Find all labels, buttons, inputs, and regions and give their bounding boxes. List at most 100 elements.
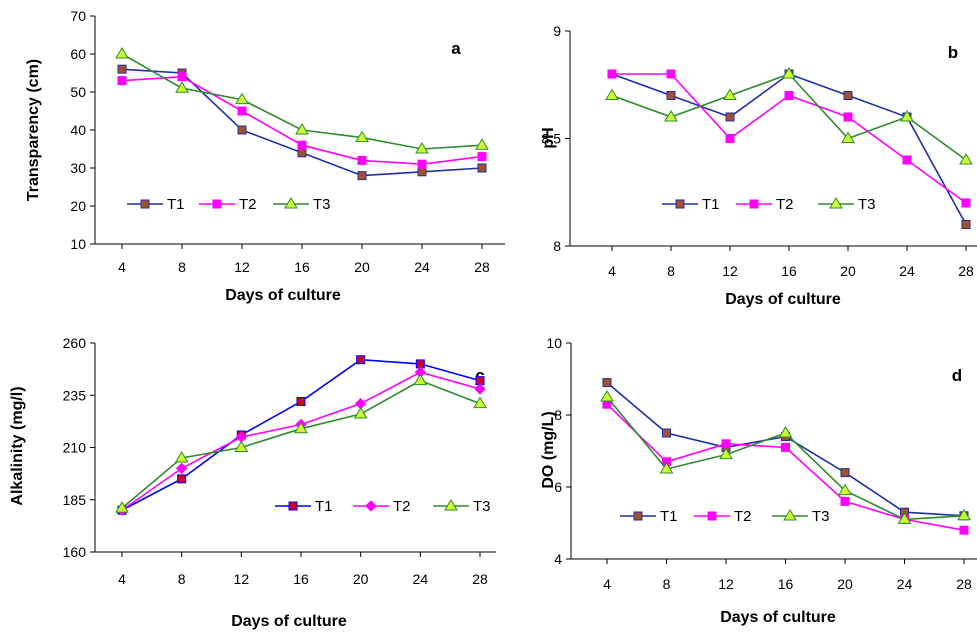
- legend-marker: [288, 501, 298, 511]
- legend-marker: [749, 199, 759, 209]
- data-point: [477, 163, 487, 173]
- data-point: [413, 373, 428, 386]
- panel-label: c: [475, 366, 484, 385]
- chart-panel-d: 4 6 8 10 4 8 12 16 20 24 28 Days of culture DO (mg/L…: [540, 335, 977, 626]
- data-point: [723, 88, 737, 100]
- x-tick-label: 28: [958, 263, 974, 279]
- data-point: [961, 198, 971, 208]
- legend-marker: [675, 199, 685, 209]
- legend-label: T2: [776, 196, 794, 213]
- x-tick-label: 24: [414, 259, 430, 275]
- series-t2: [116, 366, 486, 516]
- data-point: [781, 442, 790, 452]
- x-tick-label: 28: [474, 259, 490, 275]
- y-tick-label: 235: [63, 387, 87, 403]
- y-tick-label: 4: [554, 551, 562, 567]
- series-t2: [117, 72, 487, 169]
- y-tick-label: 20: [70, 198, 86, 214]
- data-point: [297, 148, 307, 158]
- data-point: [666, 69, 676, 79]
- panel-label: b: [948, 43, 958, 62]
- y-tick-label: 8.5: [542, 131, 562, 147]
- x-tick-label: 24: [897, 576, 913, 592]
- data-point: [959, 525, 969, 535]
- x-tick-label: 24: [413, 571, 429, 587]
- legend-item-t2: T2: [353, 498, 411, 515]
- x-tick-label: 16: [778, 576, 794, 592]
- legend-label: T2: [393, 498, 411, 515]
- x-tick-label: 20: [354, 259, 370, 275]
- data-point: [175, 462, 188, 475]
- data-point: [415, 142, 429, 154]
- legend-label: T3: [313, 196, 331, 213]
- y-tick-label: 185: [63, 492, 87, 508]
- legend-item-t3: T3: [818, 196, 876, 213]
- data-point: [840, 496, 850, 506]
- chart-panel-a: 10 20 30 40 50 60 70 4 8 12 16 20 24 28 Days of cultur…: [25, 8, 505, 304]
- data-point: [721, 439, 731, 449]
- data-point: [473, 396, 487, 409]
- legend-item-t3: T3: [433, 498, 491, 515]
- data-point: [843, 112, 853, 122]
- x-tick-label: 8: [667, 263, 675, 279]
- series-line: [121, 371, 481, 511]
- legend-marker: [783, 509, 797, 521]
- legend-item-t3: T3: [772, 508, 830, 525]
- x-tick-label: 20: [837, 576, 853, 592]
- series-t2: [607, 69, 971, 208]
- data-point: [782, 67, 796, 79]
- legend: T1 T2 T3: [275, 498, 491, 515]
- y-tick-label: 9: [553, 23, 561, 39]
- legend-label: T1: [660, 508, 678, 525]
- data-point: [664, 110, 678, 122]
- data-point: [841, 131, 855, 143]
- data-point: [843, 91, 853, 100]
- y-tick-label: 260: [63, 335, 87, 351]
- legend: T1 T2 T3: [620, 508, 830, 525]
- data-point: [659, 462, 674, 474]
- series-line: [611, 73, 967, 161]
- legend-item-t1: T1: [620, 508, 678, 525]
- x-axis-title: Days of culture: [225, 287, 341, 304]
- y-tick-label: 10: [70, 236, 86, 252]
- series-t1: [117, 355, 485, 515]
- y-tick-label: 8: [553, 238, 561, 254]
- y-tick-label: 6: [554, 479, 562, 495]
- x-tick-label: 28: [956, 576, 972, 592]
- data-point: [475, 138, 489, 150]
- legend-label: T3: [858, 196, 876, 213]
- panel-label: a: [451, 39, 461, 58]
- legend-label: T1: [702, 196, 720, 213]
- legend-marker: [284, 197, 298, 209]
- data-point: [297, 140, 307, 150]
- y-axis-title: DO (mg/L): [540, 411, 557, 488]
- y-tick-label: 210: [63, 440, 87, 456]
- x-tick-label: 8: [178, 259, 186, 275]
- data-point: [115, 501, 129, 513]
- data-point: [296, 397, 306, 407]
- data-point: [602, 378, 612, 388]
- data-point: [177, 72, 187, 82]
- data-point: [237, 106, 247, 116]
- data-point: [353, 407, 368, 419]
- legend-label: T3: [473, 498, 491, 515]
- y-tick-label: 70: [70, 8, 86, 24]
- data-point: [357, 155, 367, 165]
- data-point: [117, 76, 127, 86]
- legend-label: T1: [167, 196, 185, 213]
- data-point: [117, 64, 127, 74]
- x-tick-label: 4: [603, 576, 611, 592]
- y-tick-label: 10: [546, 335, 562, 351]
- x-tick-label: 24: [899, 263, 915, 279]
- series-line: [121, 53, 483, 150]
- data-point: [719, 447, 733, 460]
- data-point: [177, 474, 187, 484]
- data-point: [897, 512, 912, 524]
- data-point: [605, 88, 619, 100]
- y-tick-label: 8: [554, 407, 562, 423]
- data-point: [237, 125, 247, 135]
- series-line: [606, 396, 965, 521]
- y-axis-title: Alkalinity (mg/l): [9, 386, 26, 505]
- x-tick-label: 28: [472, 571, 488, 587]
